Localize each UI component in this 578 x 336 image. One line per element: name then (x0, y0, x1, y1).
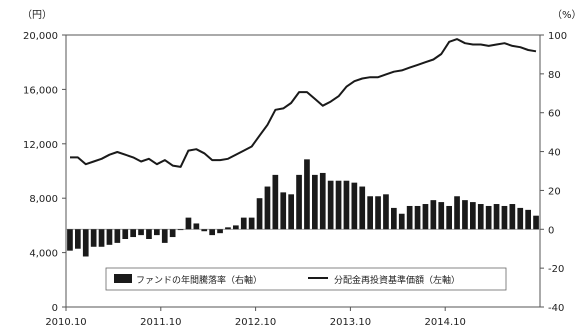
bar (130, 229, 136, 238)
bar (319, 172, 326, 230)
right-tick-label: 0 (548, 225, 554, 236)
legend: ファンドの年間騰落率（右軸） 分配金再投資基準価額（左軸） (105, 267, 507, 291)
left-tick-label: 4,000 (29, 249, 58, 260)
right-tick-label: 80 (548, 70, 561, 81)
bar (430, 200, 437, 230)
right-tick-label: -20 (548, 264, 564, 275)
bar (509, 204, 516, 230)
line-series (70, 38, 537, 168)
bar (383, 194, 389, 230)
bar (169, 229, 176, 238)
bar (217, 229, 223, 234)
left-tick-label: 20,000 (23, 31, 58, 42)
legend-bar-swatch (114, 274, 132, 283)
x-tick-label: 2013.10 (330, 317, 371, 328)
x-tick-label: 2010.10 (45, 317, 86, 328)
right-axis-unit: （%） (552, 9, 578, 21)
bar (185, 217, 192, 230)
bar (462, 200, 468, 230)
bar (193, 223, 200, 230)
bar (525, 209, 531, 230)
bar (304, 159, 310, 230)
bar (225, 227, 231, 230)
nav-line (70, 38, 537, 168)
x-tick-label: 2012.10 (235, 317, 276, 328)
bar (470, 202, 476, 230)
bar (493, 204, 500, 230)
legend-line-label: 分配金再投資基準価額（左軸） (334, 274, 460, 286)
bar (485, 205, 492, 230)
bar (280, 192, 287, 230)
left-axis-unit: （円） (22, 9, 52, 21)
bar (351, 182, 358, 230)
legend-bar-label: ファンドの年間騰落率（右軸） (136, 274, 262, 286)
bar (343, 180, 350, 230)
bar (438, 202, 445, 230)
bar (422, 204, 429, 230)
bar (98, 229, 105, 247)
bar (327, 180, 334, 230)
bar (296, 174, 302, 230)
bar (517, 207, 524, 230)
bar (122, 229, 129, 239)
bar (367, 196, 373, 230)
bar (391, 207, 397, 230)
left-tick-label: 16,000 (23, 85, 58, 96)
right-axis: -40 -20 0 20 40 60 80 100 (540, 31, 567, 314)
bar (375, 196, 381, 230)
left-tick-label: 0 (52, 303, 58, 314)
right-tick-label: 20 (548, 186, 561, 197)
plot-area-frame (65, 34, 541, 308)
bar (477, 204, 484, 230)
bar (272, 174, 279, 230)
bar (114, 229, 121, 243)
bar (359, 186, 366, 230)
bar (248, 217, 255, 230)
x-axis: 2010.10 2011.10 2012.10 2013.10 2014.10 (45, 307, 466, 328)
bar (90, 229, 97, 247)
bar (161, 229, 168, 243)
legend-box (105, 267, 507, 291)
bar (414, 205, 421, 230)
bar (312, 174, 318, 230)
bar (406, 205, 413, 230)
bar (335, 180, 342, 230)
right-tick-label: 40 (548, 148, 561, 159)
x-tick-label: 2014.10 (425, 317, 466, 328)
bar (138, 229, 144, 236)
bar (177, 229, 184, 231)
bar (398, 213, 405, 230)
bar (533, 215, 539, 230)
bar (501, 205, 508, 230)
bar (240, 217, 247, 230)
bar (82, 229, 89, 257)
bar (154, 229, 160, 236)
left-tick-label: 12,000 (23, 140, 58, 151)
bar (256, 198, 263, 230)
left-tick-label: 8,000 (29, 194, 58, 205)
right-tick-label: -40 (548, 303, 564, 314)
x-tick-label: 2011.10 (140, 317, 181, 328)
left-axis: 0 4,000 8,000 12,000 16,000 20,000 (23, 31, 66, 314)
bar (201, 229, 208, 232)
bar (446, 205, 452, 230)
right-tick-label: 60 (548, 109, 561, 120)
bar (233, 225, 239, 230)
right-tick-label: 100 (548, 31, 567, 42)
bar (106, 229, 113, 245)
bar (264, 186, 271, 230)
bar (288, 194, 294, 230)
bar-series (67, 159, 539, 257)
bar (454, 196, 460, 230)
bar (209, 229, 215, 236)
bar (146, 229, 152, 239)
bar (67, 229, 73, 251)
bar (75, 229, 81, 249)
